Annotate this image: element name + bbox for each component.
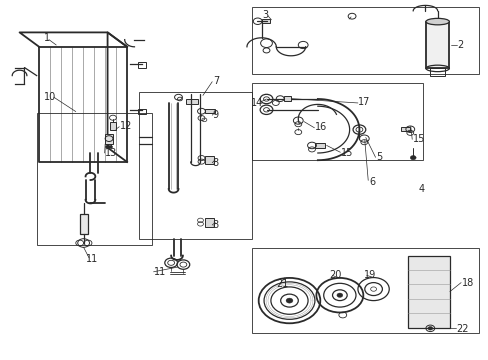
Text: 9: 9 (212, 110, 219, 120)
Text: 14: 14 (251, 98, 263, 108)
Text: 21: 21 (275, 279, 287, 289)
Circle shape (285, 298, 292, 303)
Bar (185, 99, 198, 104)
Bar (283, 96, 291, 101)
Bar (315, 143, 325, 148)
Circle shape (427, 327, 432, 330)
Text: 19: 19 (363, 270, 375, 280)
Text: 7: 7 (212, 76, 219, 86)
Bar (205, 156, 214, 164)
Bar (205, 109, 215, 113)
Bar (429, 68, 444, 76)
Bar (37, 113, 151, 245)
Bar (407, 256, 449, 328)
Bar (139, 92, 251, 239)
Bar (425, 22, 448, 68)
Bar (110, 122, 116, 130)
Bar (251, 83, 422, 160)
Bar (138, 63, 146, 68)
Text: 17: 17 (358, 97, 370, 107)
Text: 10: 10 (44, 92, 56, 102)
Bar (205, 218, 214, 227)
Text: 15: 15 (412, 134, 424, 144)
Text: 22: 22 (455, 324, 468, 334)
Text: 3: 3 (262, 10, 268, 20)
Text: 2: 2 (456, 40, 463, 50)
Text: 20: 20 (329, 270, 341, 280)
Text: 18: 18 (461, 278, 473, 288)
Bar (105, 134, 113, 144)
Text: 15: 15 (340, 148, 352, 158)
Text: 13: 13 (105, 148, 117, 158)
Bar (138, 109, 146, 114)
Bar (251, 248, 478, 333)
Circle shape (108, 145, 112, 148)
Text: 8: 8 (212, 220, 219, 230)
Text: 11: 11 (85, 254, 98, 264)
Text: 1: 1 (44, 33, 50, 43)
Text: 11: 11 (154, 267, 166, 277)
Circle shape (105, 145, 109, 148)
Bar (400, 127, 409, 131)
Text: 5: 5 (376, 152, 382, 162)
Text: 6: 6 (368, 177, 375, 187)
Text: 12: 12 (120, 121, 132, 131)
Bar (251, 7, 478, 74)
Text: 8: 8 (212, 158, 219, 168)
Ellipse shape (425, 18, 448, 25)
Circle shape (336, 293, 342, 297)
Bar (261, 19, 270, 23)
Text: 16: 16 (314, 122, 326, 132)
Bar (80, 214, 87, 234)
Circle shape (409, 156, 415, 160)
Text: 4: 4 (417, 184, 424, 194)
